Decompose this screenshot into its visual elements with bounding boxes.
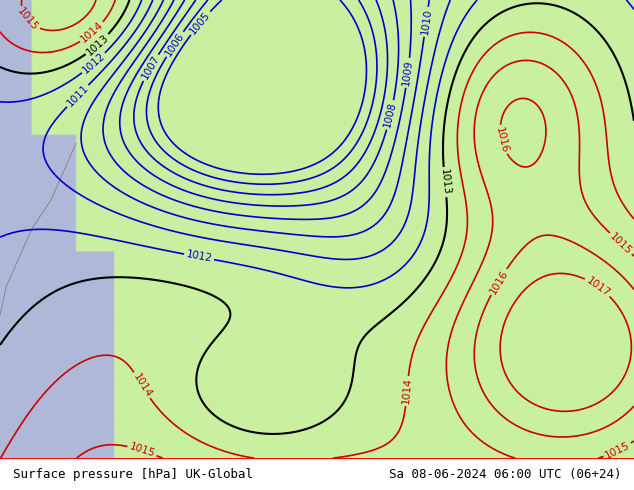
Text: 1014: 1014 <box>79 20 105 45</box>
Text: 1016: 1016 <box>494 126 509 154</box>
Text: 1007: 1007 <box>139 54 162 81</box>
Text: 1011: 1011 <box>65 83 91 109</box>
Text: 1012: 1012 <box>81 51 107 75</box>
Text: 1013: 1013 <box>84 32 111 57</box>
Text: 1013: 1013 <box>439 169 451 196</box>
Text: 1010: 1010 <box>420 8 433 35</box>
Text: 1012: 1012 <box>185 249 213 264</box>
Text: 1015: 1015 <box>15 6 40 33</box>
Text: Sa 08-06-2024 06:00 UTC (06+24): Sa 08-06-2024 06:00 UTC (06+24) <box>389 467 621 481</box>
Text: Surface pressure [hPa] UK-Global: Surface pressure [hPa] UK-Global <box>13 467 253 481</box>
Text: 1014: 1014 <box>131 371 153 399</box>
Text: 1008: 1008 <box>382 101 398 129</box>
Text: 1015: 1015 <box>608 231 634 256</box>
Text: 1006: 1006 <box>163 30 186 58</box>
Text: 1005: 1005 <box>188 10 212 36</box>
Text: 1014: 1014 <box>401 377 413 405</box>
Text: 1017: 1017 <box>585 275 612 298</box>
Text: 1009: 1009 <box>401 59 415 87</box>
Text: 1016: 1016 <box>488 268 510 295</box>
Text: 1015: 1015 <box>604 440 631 461</box>
Text: 1015: 1015 <box>128 442 156 460</box>
